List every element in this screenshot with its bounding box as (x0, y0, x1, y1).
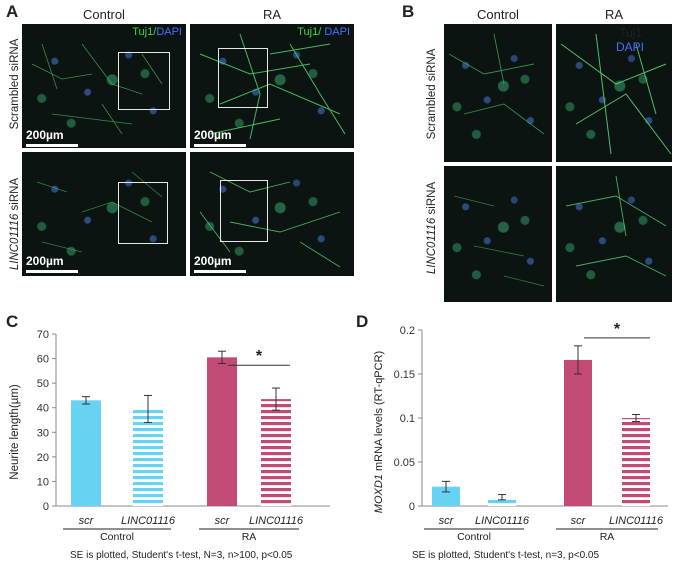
panel-letter-c: C (6, 312, 19, 331)
panel-b-row-scrambled: Scrambled siRNA (426, 48, 438, 140)
chart-d-group-label: Control (457, 531, 491, 542)
zoom-inset-box (218, 48, 268, 108)
panel-letter-d: D (356, 312, 369, 331)
scale-bar (26, 144, 78, 147)
chart-d-significance-star: * (614, 321, 621, 338)
chart-d-bar (564, 359, 592, 506)
chart-d-bar (622, 418, 650, 506)
chart-d-bar (432, 486, 460, 506)
chart-d-y-tick-label: 0.05 (394, 457, 415, 469)
chart-d-bar (488, 497, 516, 506)
zoom-inset-box (118, 182, 168, 244)
scale-bar (194, 270, 246, 273)
neurite-traces (453, 195, 545, 287)
stain-tuj1: Tuj1 (132, 26, 154, 38)
zoom-inset-box (118, 52, 170, 110)
chart-d-ylabel-rest: mRNA levels (RT-qPCR) (373, 351, 385, 474)
micrograph-b-control-linc (444, 166, 552, 302)
micrograph-b-ra-linc (556, 166, 672, 302)
chart-c-group-label: Control (100, 531, 134, 542)
panel-b-row-linc-gene: LINC01116 (426, 217, 438, 275)
panel-letter-a: A (6, 2, 19, 21)
chart-c-category-label: LINC01116 (249, 515, 304, 527)
stain-dapi: DAPI (156, 26, 182, 38)
micrograph-a-ra-linc: 200µm (190, 152, 354, 276)
zoom-inset-box (220, 180, 268, 242)
neurite-traces (565, 175, 667, 277)
chart-c-y-tick-label: 30 (37, 427, 49, 439)
panel-b-col-control: Control (477, 7, 519, 22)
stain-label: Tuj1/DAPI (132, 26, 182, 38)
neurite-traces (199, 33, 346, 140)
chart-c-category-label: LINC01116 (121, 515, 176, 527)
neurite-traces (31, 43, 163, 135)
chart-d-y-tick-label: 0 (409, 501, 415, 513)
chart-c-bar (71, 400, 101, 506)
chart-c-y-tick-label: 40 (37, 403, 49, 415)
scale-bar-label: 200µm (194, 128, 232, 142)
chart-d-y-tick-label: 0.1 (400, 413, 415, 425)
stain-tuj1: Tuj1/ (297, 26, 322, 38)
chart-c-y-tick-label: 50 (37, 378, 49, 390)
chart-c-y-tick-label: 70 (37, 329, 49, 341)
neurite-traces (199, 171, 341, 268)
neurite-traces (36, 171, 163, 253)
neurite-traces (560, 33, 672, 155)
chart-c-category-label: scr (215, 515, 231, 527)
chart-c-significance-star: * (256, 348, 263, 365)
chart-c-y-tick-label: 20 (37, 452, 49, 464)
chart-d-category-label: LINC01116 (475, 515, 530, 527)
micrograph-b-control-scrambled (444, 24, 552, 162)
stain-label: Tuj1/ DAPI (297, 26, 350, 38)
chart-c-y-tick-label: 0 (43, 501, 49, 513)
scale-bar (26, 270, 78, 273)
scale-bar-label: 200µm (194, 254, 232, 268)
chart-c-category-label: scr (79, 515, 95, 527)
panel-a-col-control: Control (83, 7, 125, 22)
micrograph-a-control-scrambled: Tuj1/DAPI 200µm (22, 24, 186, 148)
chart-d-footnote: SE is plotted, Student's t-test, n=3, p<… (412, 550, 600, 561)
chart-d-y-tick-label: 0.15 (394, 369, 415, 381)
chart-d-ylabel: MOXD1 mRNA levels (RT-qPCR) (373, 351, 385, 513)
micrograph-b-ra-scrambled: Tuj1 DAPI (556, 24, 672, 162)
panel-a-row-linc-gene: LINC01116 (9, 213, 21, 271)
scale-bar (194, 144, 246, 147)
panel-a-row-linc: LINC01116 siRNA (9, 169, 21, 279)
chart-c-group-label: RA (242, 531, 257, 542)
panel-letter-b: B (402, 2, 415, 21)
chart-d-y-tick-label: 0.2 (400, 325, 415, 337)
chart-d-ylabel-gene: MOXD1 (373, 474, 385, 513)
scale-bar-label: 200µm (26, 128, 64, 142)
chart-c-bar (261, 399, 291, 506)
micrograph-a-ra-scrambled: Tuj1/ DAPI 200µm (190, 24, 354, 148)
stain-tuj1: Tuj1 (619, 26, 642, 40)
panel-b-row-linc: LINC01116 siRNA (426, 173, 438, 283)
chart-d-group-label: RA (600, 531, 615, 542)
chart-c-y-tick-label: 60 (37, 354, 49, 366)
chart-c-y-tick-label: 10 (37, 476, 49, 488)
chart-c-bar (207, 357, 237, 506)
chart-d-category-label: scr (571, 515, 587, 527)
chart-d: MOXD1 mRNA levels (RT-qPCR) 0 0.05 0.1 0.15… (373, 321, 668, 542)
chart-c: Neurite length(µm) 0 10 20 30 40 50 60 70 scr LIN… (9, 329, 330, 542)
neurite-traces (448, 33, 545, 135)
chart-c-ylabel: Neurite length(µm) (9, 384, 21, 480)
scale-bar-label: 200µm (26, 254, 64, 268)
stain-separator: / (153, 26, 157, 38)
stain-dapi: DAPI (321, 26, 350, 38)
micrograph-a-control-linc: 200µm (22, 152, 186, 276)
panel-b-row-linc-suffix: siRNA (426, 181, 438, 218)
chart-c-bar (133, 408, 163, 506)
panel-b-col-ra: RA (604, 7, 624, 22)
panel-a-col-ra: RA (262, 7, 282, 22)
chart-d-category-label: LINC01116 (609, 515, 664, 527)
stain-dapi: DAPI (615, 40, 644, 54)
panel-a-row-scrambled: Scrambled siRNA (9, 38, 21, 130)
chart-c-footnote: SE is plotted, Student's t-test, N=3, n>… (70, 550, 293, 561)
panel-a-row-linc-suffix: siRNA (9, 177, 21, 214)
chart-d-category-label: scr (439, 515, 455, 527)
